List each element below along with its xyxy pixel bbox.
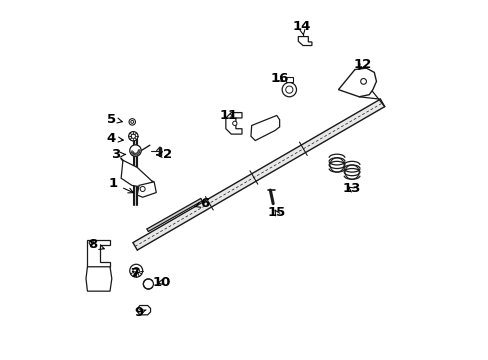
Circle shape (131, 121, 133, 123)
Text: 14: 14 (292, 20, 310, 36)
Polygon shape (87, 240, 110, 267)
Circle shape (135, 153, 137, 155)
Polygon shape (285, 77, 292, 82)
Text: 12: 12 (353, 58, 371, 71)
Polygon shape (137, 306, 150, 315)
Text: 15: 15 (267, 207, 285, 220)
Circle shape (344, 165, 359, 179)
Polygon shape (137, 182, 156, 197)
Text: 1: 1 (109, 177, 133, 193)
Circle shape (131, 151, 133, 153)
Text: 7: 7 (130, 267, 140, 280)
Circle shape (133, 267, 139, 274)
Circle shape (129, 264, 142, 277)
Circle shape (285, 86, 292, 93)
Polygon shape (250, 116, 279, 140)
Polygon shape (86, 267, 112, 291)
Text: 10: 10 (153, 276, 171, 289)
Circle shape (360, 78, 366, 84)
Circle shape (128, 132, 138, 141)
Circle shape (138, 151, 140, 153)
Circle shape (131, 152, 134, 154)
Text: 4: 4 (106, 132, 123, 145)
Polygon shape (134, 139, 137, 205)
Circle shape (232, 121, 237, 126)
Circle shape (329, 158, 344, 172)
Circle shape (143, 279, 153, 289)
Polygon shape (133, 99, 384, 250)
Text: 13: 13 (342, 183, 360, 195)
Text: 3: 3 (111, 148, 125, 161)
Circle shape (282, 82, 296, 97)
Circle shape (132, 153, 135, 155)
Circle shape (137, 152, 139, 154)
Text: 9: 9 (134, 306, 146, 319)
Polygon shape (338, 68, 376, 97)
Circle shape (129, 119, 135, 125)
Text: 11: 11 (219, 109, 237, 122)
Circle shape (129, 145, 141, 156)
Polygon shape (298, 37, 311, 45)
Text: 8: 8 (88, 238, 104, 251)
Text: 2: 2 (157, 148, 172, 161)
Circle shape (89, 240, 93, 245)
Circle shape (136, 153, 138, 155)
Polygon shape (225, 113, 242, 134)
Text: 16: 16 (270, 72, 288, 85)
Circle shape (134, 153, 136, 155)
Polygon shape (147, 198, 202, 231)
Circle shape (138, 149, 140, 152)
Polygon shape (121, 160, 152, 187)
Text: 6: 6 (195, 197, 209, 210)
Text: 5: 5 (106, 113, 122, 126)
Circle shape (131, 134, 135, 138)
Circle shape (140, 186, 145, 192)
